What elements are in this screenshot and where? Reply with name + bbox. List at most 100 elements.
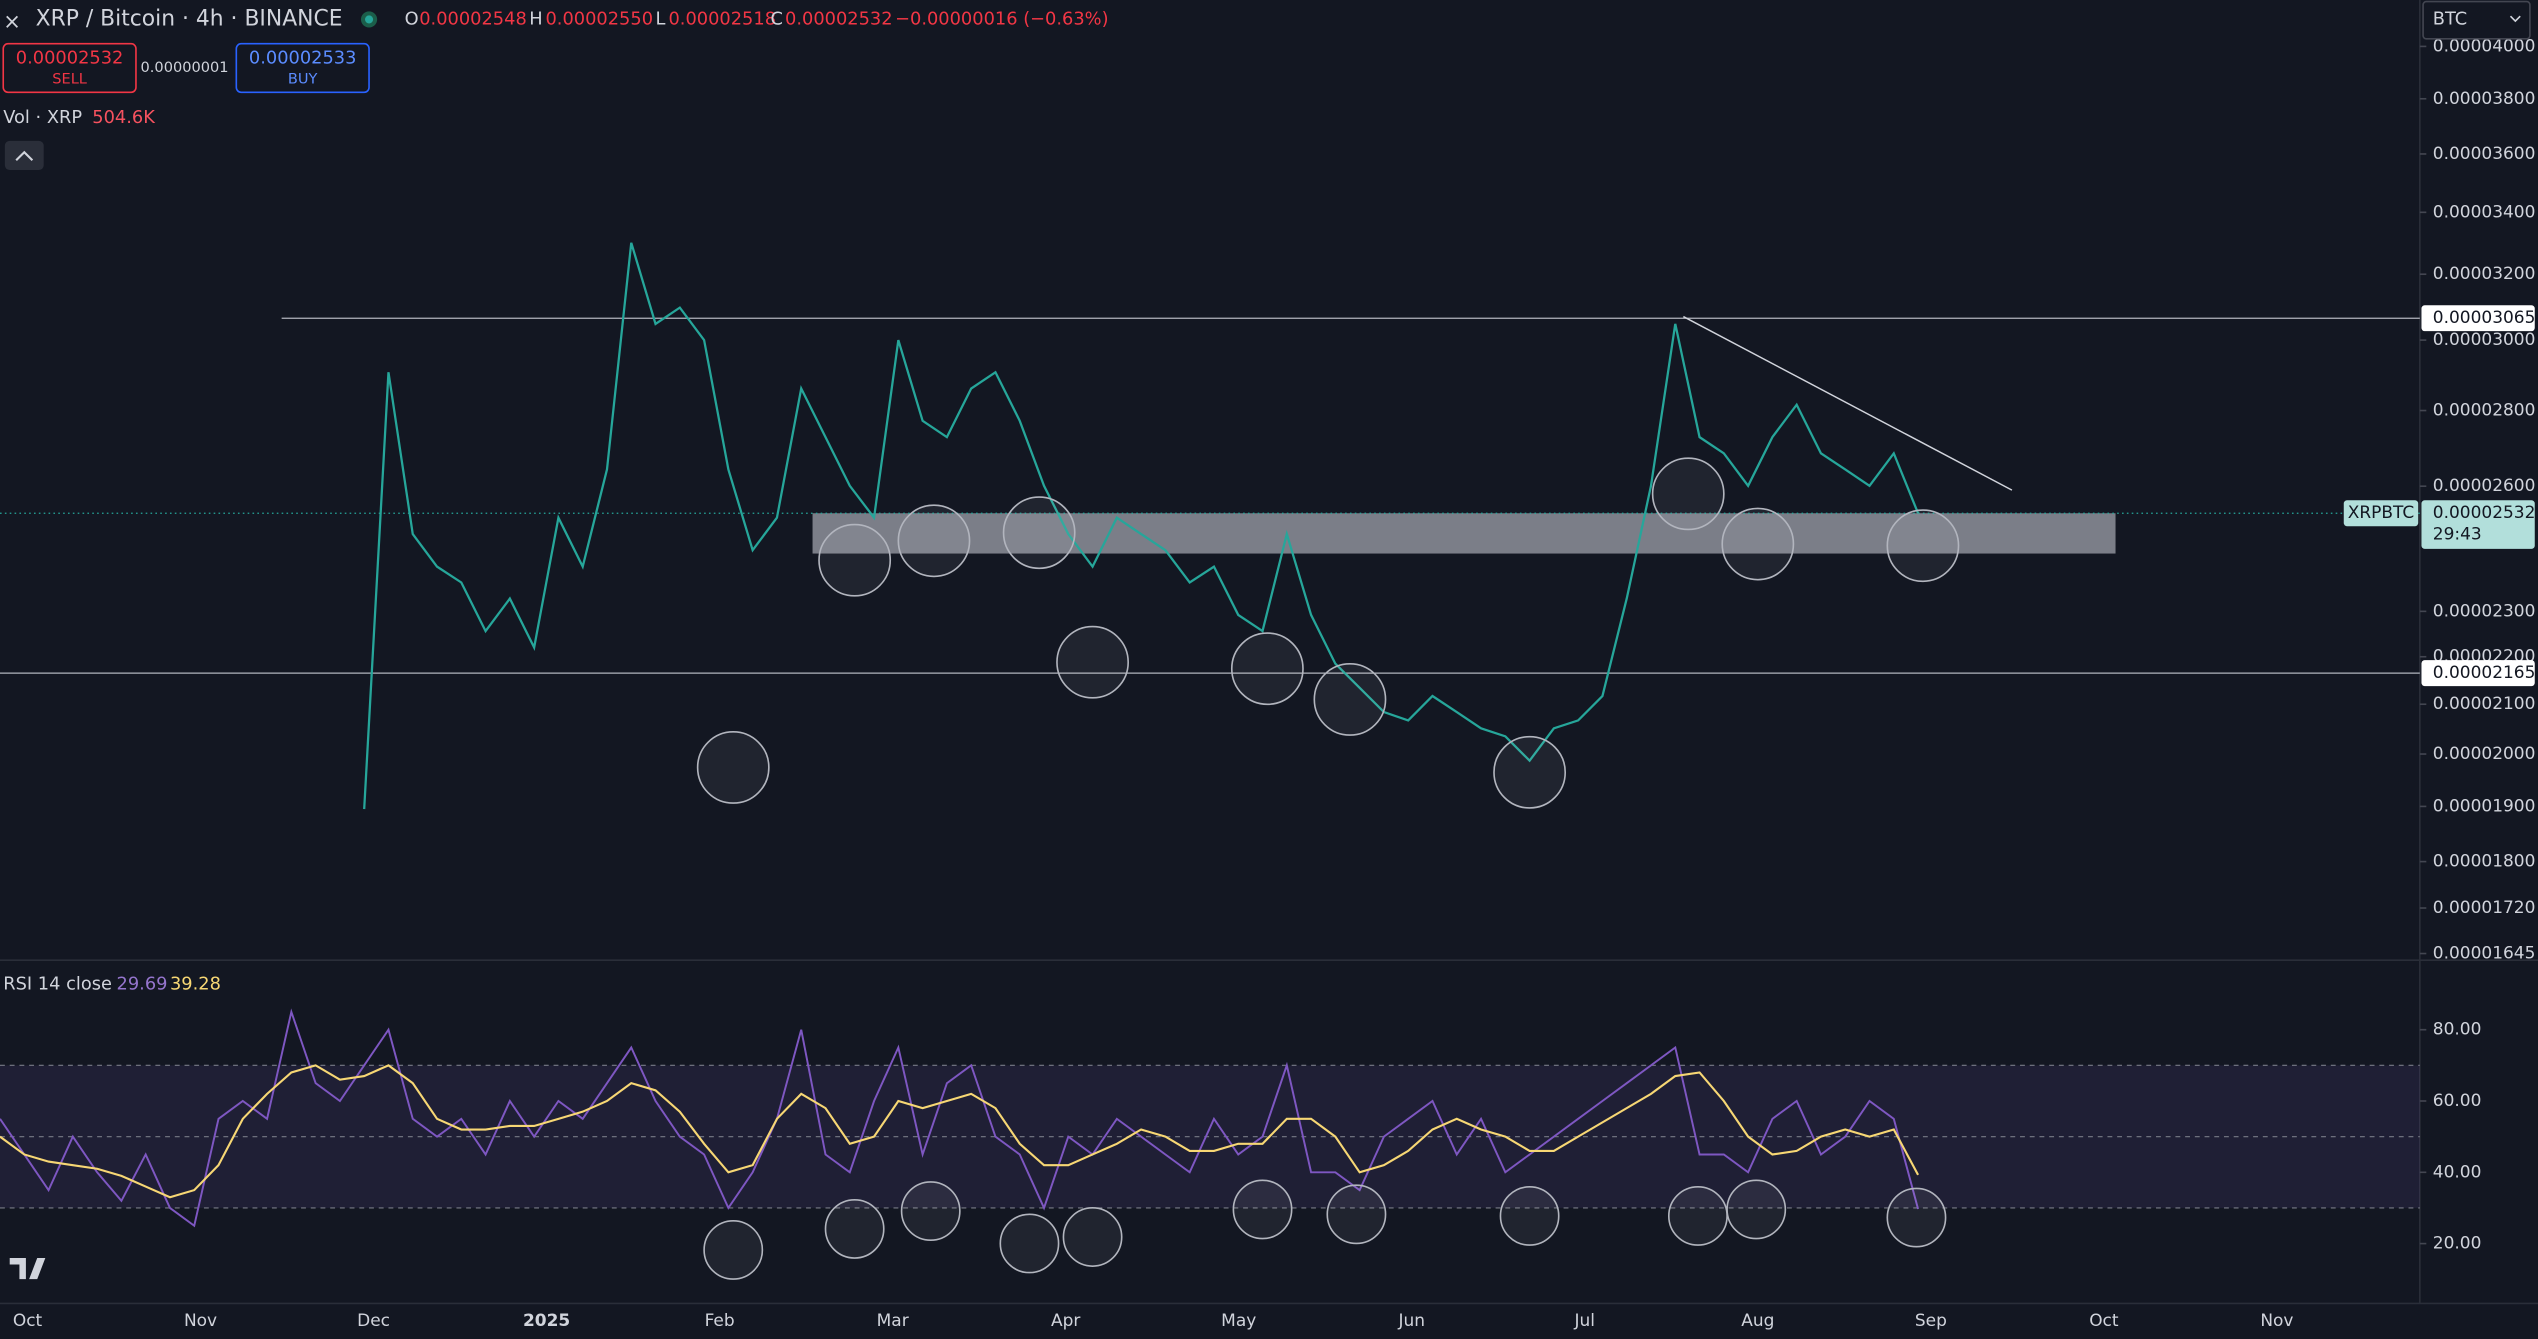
- level-label: 0.00002165: [2433, 663, 2536, 683]
- x-tick-label: Oct: [2089, 1311, 2119, 1331]
- y-tick-label: 0.00001800: [2433, 852, 2536, 872]
- y-tick-label: 0.00004000: [2433, 36, 2536, 56]
- y-tick-label: 40.00: [2433, 1162, 2482, 1182]
- x-tick-label: Aug: [1741, 1311, 1774, 1331]
- symbol-title[interactable]: XRP / Bitcoin · 4h · BINANCE: [36, 6, 343, 31]
- countdown: 29:43: [2433, 524, 2482, 544]
- x-tick-label: May: [1221, 1311, 1256, 1331]
- ohlc-key: L: [656, 8, 666, 29]
- y-tick-label: 60.00: [2433, 1091, 2482, 1111]
- spread: 0.00000001: [141, 59, 229, 76]
- ohlc-value: 0.00002550: [545, 8, 653, 29]
- rsi-ma-line: [0, 1064, 1919, 1199]
- ohlc-key: C: [770, 8, 782, 29]
- y-tick-label: 0.00003200: [2433, 264, 2536, 284]
- x-tick-label: Jul: [1574, 1311, 1595, 1331]
- rsi-band: [0, 1065, 2420, 1208]
- y-tick-label: 0.00002000: [2433, 744, 2536, 764]
- x-tick-label: Apr: [1051, 1311, 1080, 1331]
- collapse-icon: [15, 150, 34, 162]
- y-tick-label: 0.00003400: [2433, 202, 2536, 222]
- annotation-circle: [999, 1213, 1060, 1274]
- x-tick-label: Oct: [13, 1311, 43, 1331]
- annotation-circle: [1230, 632, 1304, 706]
- buy-label: BUY: [288, 70, 318, 87]
- annotations: [696, 457, 1960, 1280]
- annotation-circle: [897, 504, 971, 578]
- dropdown-icon: [2509, 15, 2521, 23]
- ohlc-key: H: [529, 8, 542, 29]
- annotation-circle: [1002, 496, 1076, 570]
- annotation-circle: [1726, 1179, 1787, 1240]
- annotation-circle: [1313, 663, 1387, 736]
- volume-label: Vol · XRP: [3, 107, 82, 128]
- rsi-ma-value: 39.28: [170, 973, 221, 994]
- y-tick-label: 0.00002800: [2433, 401, 2536, 421]
- ohlc-value: 0.00002548: [419, 8, 527, 29]
- annotation-circle: [1493, 735, 1567, 809]
- market-status-dot: [364, 15, 374, 24]
- annotation-circle: [1326, 1184, 1387, 1245]
- price-tag-bg: [2421, 500, 2535, 549]
- currency: BTC: [2433, 8, 2467, 29]
- y-tick-label: 0.00003800: [2433, 89, 2536, 109]
- annotation-circle: [1651, 457, 1725, 531]
- close-icon[interactable]: ×: [3, 9, 21, 34]
- annotation-circle: [1667, 1185, 1728, 1246]
- x-tick-label: Dec: [357, 1311, 390, 1331]
- y-tick-label: 0.00001900: [2433, 796, 2536, 816]
- y-tick-label: 80.00: [2433, 1020, 2482, 1040]
- annotation-circle: [1062, 1207, 1123, 1267]
- volume-value: 504.6K: [92, 107, 156, 128]
- annotation-circle: [818, 523, 892, 597]
- symbol-tag-bg: [2343, 500, 2419, 527]
- buy-button[interactable]: [235, 42, 370, 94]
- y-tick-label: 0.00002100: [2433, 694, 2536, 714]
- annotation-circle: [1232, 1179, 1293, 1240]
- sell-label: SELL: [52, 70, 88, 87]
- collapse-button[interactable]: [4, 140, 44, 171]
- level-tag: [2421, 305, 2535, 332]
- currency-select[interactable]: [2422, 0, 2531, 40]
- rsi-line: [0, 1008, 1920, 1228]
- y-tick-label: 20.00: [2433, 1234, 2482, 1254]
- annotation-circle: [1499, 1185, 1560, 1246]
- y-tick-label: 0.00001645: [2433, 944, 2536, 964]
- annotation-circle: [1056, 625, 1129, 699]
- annotation-circle: [1886, 509, 1960, 583]
- rsi-value: 29.69: [117, 973, 168, 994]
- price-change: −0.00000016 (−0.63%): [895, 8, 1108, 29]
- ohlc-value: 0.00002532: [785, 8, 893, 29]
- x-tick-label: Feb: [705, 1311, 735, 1331]
- buy-price: 0.00002533: [249, 47, 357, 68]
- ohlc-value: 0.00002518: [668, 8, 776, 29]
- price-tag: 0.00002532: [2433, 503, 2536, 523]
- y-tick-label: 0.00003600: [2433, 144, 2536, 164]
- y-tick-label: 0.00002600: [2433, 476, 2536, 496]
- annotation-circle: [696, 731, 770, 804]
- x-tick-label: 2025: [523, 1311, 570, 1331]
- annotation-circle: [1886, 1187, 1947, 1248]
- annotation-circle: [900, 1181, 961, 1242]
- x-tick-label: Nov: [184, 1311, 217, 1331]
- x-tick-label: Mar: [877, 1311, 909, 1331]
- x-tick-label: Nov: [2260, 1311, 2293, 1331]
- annotation-circle: [824, 1198, 885, 1259]
- annotation-circle: [1721, 507, 1795, 581]
- sell-button[interactable]: [2, 42, 137, 94]
- sell-price: 0.00002532: [16, 47, 124, 68]
- trend-line: [1683, 315, 2013, 491]
- rsi-label: RSI 14 close: [3, 973, 112, 994]
- y-tick-label: 0.00001720: [2433, 898, 2536, 918]
- ohlc-key: O: [405, 8, 419, 29]
- y-tick-label: 0.00002300: [2433, 601, 2536, 621]
- annotation-circle: [703, 1219, 764, 1280]
- x-tick-label: Jun: [1397, 1311, 1425, 1331]
- level-tag: [2421, 660, 2535, 687]
- symbol-tag: XRPBTC: [2348, 503, 2415, 523]
- level-label: 0.00003065: [2433, 308, 2536, 328]
- price-line: [363, 242, 1920, 810]
